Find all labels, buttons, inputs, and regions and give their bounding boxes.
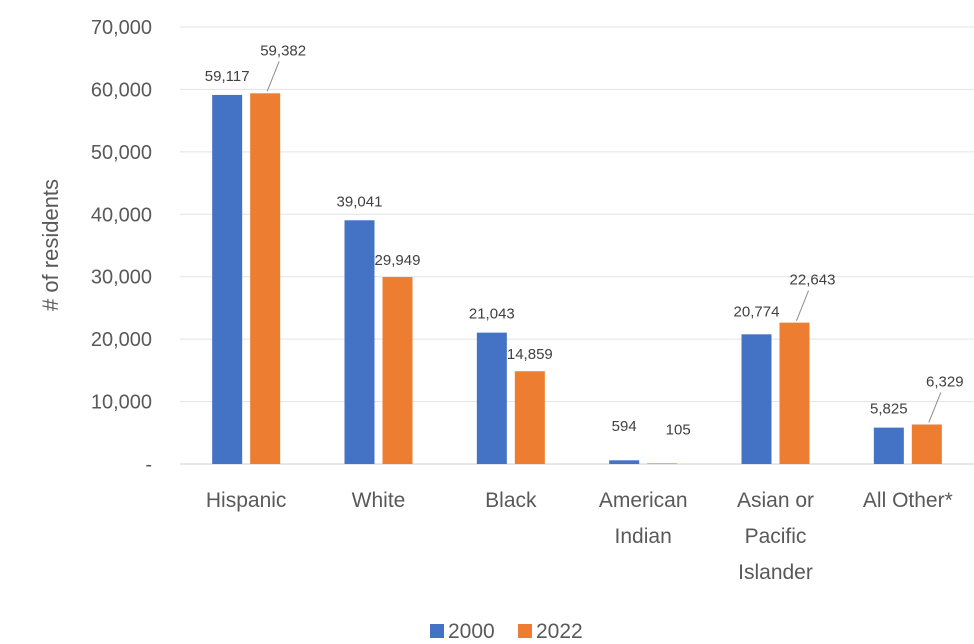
category-label: Asian or Pacific Islander <box>737 489 814 584</box>
bar-2022 <box>779 322 810 464</box>
category-label: Black <box>485 489 537 512</box>
bar-2000 <box>476 332 507 464</box>
category-label: White <box>352 489 406 512</box>
data-label-2000: 21,043 <box>469 306 515 323</box>
legend-swatch-2000 <box>430 624 444 638</box>
bar-2022 <box>514 371 545 464</box>
data-label-2022: 59,382 <box>260 42 306 59</box>
bar-2000 <box>609 460 640 464</box>
category-label: American Indian <box>599 489 688 548</box>
category-label: All Other* <box>863 489 953 512</box>
y-tick-label: 30,000 <box>91 267 152 289</box>
y-tick-label: - <box>145 454 152 476</box>
y-tick-label: 50,000 <box>91 142 152 164</box>
bar-2022 <box>250 93 281 465</box>
bar-2000 <box>212 94 243 465</box>
bar-2000 <box>344 220 375 464</box>
data-label-2000: 39,041 <box>337 193 383 210</box>
data-label-2022: 105 <box>666 421 691 438</box>
data-labels: 59,117 59,382 39,041 29,949 21,043 14,859 594 1… <box>205 42 964 438</box>
legend: 2000 2022 <box>430 620 583 643</box>
leader-lines <box>266 61 942 423</box>
y-tick-label: 40,000 <box>91 204 152 226</box>
bar-2022 <box>647 463 678 464</box>
legend-swatch-2022 <box>518 624 532 638</box>
bar-2022 <box>382 277 413 464</box>
y-axis-ticks: - 10,000 20,000 30,000 40,000 50,000 60,000 70,… <box>91 17 152 476</box>
data-label-2022: 6,329 <box>926 373 964 390</box>
legend-label-2000: 2000 <box>448 620 495 643</box>
y-tick-label: 10,000 <box>91 392 152 414</box>
category-labels: Hispanic White Black American Indian Asian or… <box>206 489 953 584</box>
legend-label-2022: 2022 <box>536 620 583 643</box>
leader-line <box>796 290 809 321</box>
y-tick-label: 20,000 <box>91 329 152 351</box>
data-label-2022: 14,859 <box>507 346 553 363</box>
data-label-2022: 22,643 <box>790 272 836 289</box>
data-label-2000: 59,117 <box>205 68 250 85</box>
data-label-2000: 594 <box>612 418 637 435</box>
leader-line <box>928 392 942 423</box>
data-label-2000: 20,774 <box>734 304 780 321</box>
gridlines <box>180 26 974 465</box>
bars <box>212 93 942 465</box>
bar-2000 <box>741 334 772 464</box>
y-tick-label: 70,000 <box>91 17 152 39</box>
y-axis-label: # of residents <box>38 179 63 311</box>
data-label-2000: 5,825 <box>870 401 908 418</box>
bar-2000 <box>873 427 904 464</box>
leader-line <box>266 61 280 92</box>
data-label-2022: 29,949 <box>375 252 421 269</box>
category-label: Hispanic <box>206 489 287 512</box>
bar-2022 <box>911 424 942 464</box>
y-tick-label: 60,000 <box>91 79 152 101</box>
